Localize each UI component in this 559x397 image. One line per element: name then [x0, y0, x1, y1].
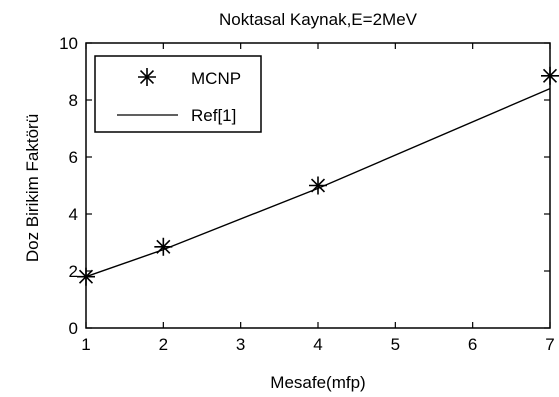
marker-stroke [78, 269, 94, 284]
x-tick-label: 6 [468, 335, 477, 354]
y-tick-label: 10 [59, 34, 78, 53]
legend-mcnp-asterisk [138, 68, 156, 86]
y-tick-label: 2 [69, 262, 78, 281]
chart-title: Noktasal Kaynak,E=2MeV [219, 10, 418, 29]
marker-stroke [310, 178, 326, 193]
y-tick-label: 6 [69, 148, 78, 167]
x-axis-label: Mesafe(mfp) [270, 373, 365, 392]
y-tick-label: 4 [69, 205, 78, 224]
mcnp-data-point [77, 267, 95, 286]
x-tick-label: 4 [313, 335, 322, 354]
marker-stroke [156, 239, 171, 254]
legend-ref-label: Ref[1] [191, 106, 236, 125]
x-tick-label: 2 [159, 335, 168, 354]
legend-box [94, 55, 262, 133]
marker-stroke [542, 68, 558, 83]
x-tick-label: 1 [81, 335, 90, 354]
axis-ticks: 1 2 3 4 5 6 7 0 2 4 6 8 10 [59, 34, 555, 354]
legend-mcnp-label: MCNP [191, 69, 241, 88]
mcnp-data-point [154, 237, 173, 256]
x-tick-label: 7 [545, 335, 554, 354]
x-tick-label: 3 [236, 335, 245, 354]
x-tick-label: 5 [391, 335, 400, 354]
y-axis-label: Doz Birikim Faktörü [23, 114, 42, 262]
ref-series-line [85, 87, 551, 278]
legend: MCNP Ref[1] [94, 55, 262, 133]
mcnp-data-point [541, 66, 559, 85]
y-tick-label: 0 [69, 319, 78, 338]
mcnp-data-point [309, 176, 327, 195]
marker-stroke [139, 69, 155, 85]
y-tick-label: 8 [69, 91, 78, 110]
series-layer [77, 66, 559, 286]
legend-mcnp-marker [138, 68, 156, 86]
